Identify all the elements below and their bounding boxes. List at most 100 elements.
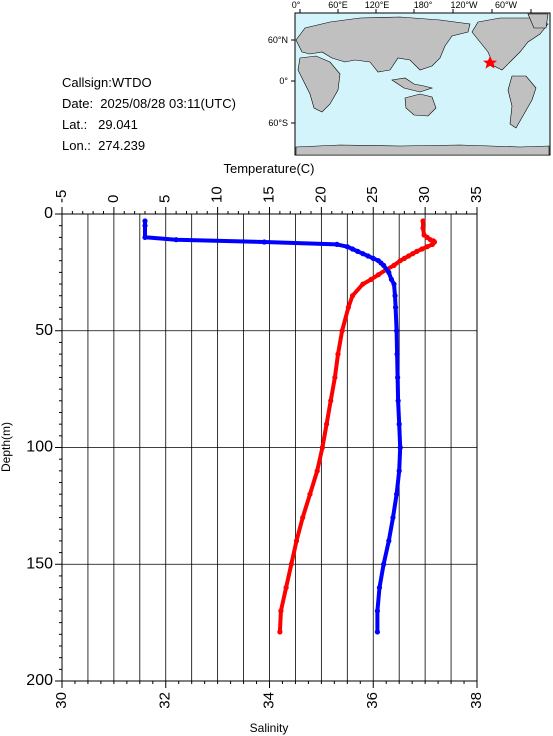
salinity-data-point <box>142 223 148 229</box>
salinity-tick-label: 30 <box>53 692 70 709</box>
temperature-data-point <box>288 561 294 567</box>
salinity-data-point <box>381 262 387 268</box>
salinity-data-point <box>393 491 400 497</box>
depth-tick-label: 100 <box>26 439 53 456</box>
temperature-data-point <box>420 225 426 231</box>
land-australia <box>404 93 437 117</box>
salinity-data-point <box>173 237 179 243</box>
map-lon-label: 120°W <box>450 0 478 10</box>
world-map: 0° 60°E 120°E 180° 120°W 60°W 60°N 0° 60… <box>268 0 551 156</box>
chart-series <box>142 218 438 635</box>
temperature-data-point <box>375 272 382 278</box>
temperature-tick-label: 35 <box>468 186 485 203</box>
salinity-data-point <box>374 629 380 635</box>
temperature-data-point <box>410 251 416 257</box>
temperature-tick-label: -5 <box>53 190 70 203</box>
map-lat-label: 0° <box>279 76 288 86</box>
temperature-data-point <box>368 276 374 282</box>
salinity-tick-label: 34 <box>260 692 277 709</box>
station-info: Callsign:WTDO Date: 2025/08/28 03:11(UTC… <box>62 72 236 156</box>
date-label: Date: 2025/08/28 03:11(UTC) <box>62 96 236 111</box>
temperature-data-point <box>323 421 330 427</box>
depth-axis-title: Depth(m) <box>0 422 13 472</box>
map-frame-ticks <box>291 9 532 124</box>
temperature-tick-label: 30 <box>416 186 433 203</box>
temperature-data-point <box>345 304 351 310</box>
temperature-tick-label: 5 <box>157 195 174 203</box>
salinity-data-point <box>355 248 361 254</box>
land-greenland <box>527 13 549 29</box>
longitude-label: Lon.: 274.239 <box>62 138 146 153</box>
salinity-data-point <box>386 269 392 275</box>
map-lat-label: 60°S <box>268 118 288 128</box>
temperature-axis-title: Temperature(C) <box>223 161 314 176</box>
salinity-data-point <box>376 585 383 591</box>
salinity-data-point <box>381 561 387 567</box>
salinity-data-point <box>396 468 402 474</box>
temperature-data-point <box>429 241 435 247</box>
map-lon-label: 0° <box>292 0 301 10</box>
map-lon-label: 120°E <box>365 0 390 10</box>
salinity-data-point <box>392 293 398 299</box>
map-lon-label: 180° <box>414 0 433 10</box>
temperature-data-point <box>300 514 306 521</box>
temperature-data-point <box>307 491 313 497</box>
temperature-tick-label: 25 <box>364 186 381 203</box>
salinity-data-point <box>393 328 400 334</box>
temperature-data-point <box>314 468 320 474</box>
temperature-tick-label: 0 <box>105 195 122 203</box>
temperature-profile-line <box>277 219 437 634</box>
temperature-data-point <box>405 253 412 259</box>
temperature-data-point <box>360 281 366 287</box>
temperature-data-point <box>339 328 345 334</box>
salinity-data-point <box>392 304 399 310</box>
temperature-data-point <box>349 293 356 299</box>
salinity-data-point <box>261 239 267 245</box>
land-south-america <box>507 75 537 129</box>
temperature-data-point <box>293 538 300 544</box>
salinity-data-point <box>374 608 380 614</box>
temperature-data-point <box>278 608 284 614</box>
temperature-data-point <box>401 255 407 261</box>
salinity-tick-label: 36 <box>364 692 381 709</box>
salinity-data-point <box>142 218 148 224</box>
temperature-data-point <box>414 248 420 254</box>
salinity-data-point <box>334 241 340 247</box>
temperature-data-point <box>319 444 326 451</box>
chart-ticks <box>55 207 478 688</box>
salinity-data-point <box>370 255 376 261</box>
temperature-data-point <box>277 629 283 635</box>
map-lon-label: 60°W <box>495 0 518 10</box>
temperature-data-point <box>419 246 425 252</box>
temperature-data-point <box>420 218 426 224</box>
salinity-data-point <box>394 351 400 357</box>
salinity-data-point <box>395 374 401 381</box>
land-antarctica <box>295 144 550 156</box>
salinity-axis-title: Salinity <box>250 721 289 735</box>
land-africa <box>297 55 341 113</box>
temperature-data-point <box>283 585 289 591</box>
temperature-tick-label: 20 <box>312 186 329 203</box>
temperature-data-point <box>332 374 338 381</box>
temperature-data-point <box>328 398 334 404</box>
temperature-data-point <box>335 351 341 357</box>
salinity-profile-line <box>143 219 403 634</box>
salinity-data-point <box>388 276 395 282</box>
salinity-data-point <box>396 421 402 427</box>
salinity-data-point <box>344 244 350 250</box>
salinity-data-point <box>397 444 403 451</box>
temperature-tick-label: 15 <box>260 186 277 203</box>
salinity-data-point <box>390 514 396 521</box>
salinity-data-point <box>386 538 392 544</box>
salinity-data-point <box>142 234 148 240</box>
depth-tick-label: 150 <box>26 555 53 572</box>
chart-grid <box>61 214 478 681</box>
map-lat-label: 60°N <box>268 35 288 45</box>
salinity-data-point <box>360 251 366 257</box>
latitude-label: Lat.: 29.041 <box>62 117 138 132</box>
salinity-data-point <box>391 281 397 287</box>
map-land <box>295 13 550 156</box>
salinity-data-point <box>365 253 371 259</box>
